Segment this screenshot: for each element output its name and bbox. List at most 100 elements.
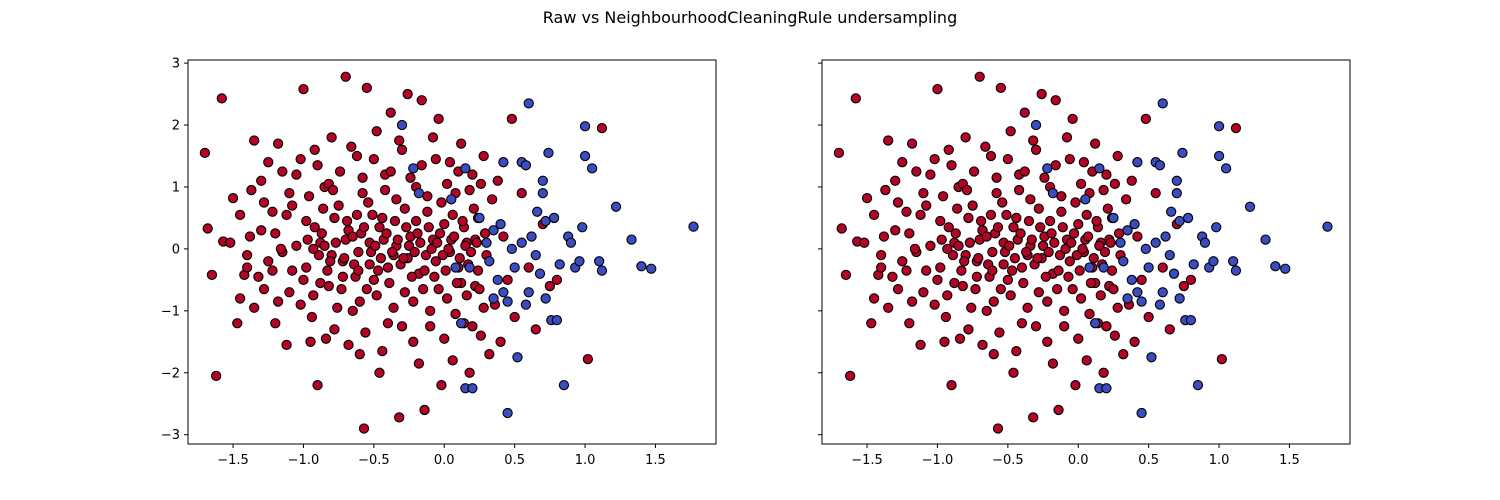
majority-point	[1053, 265, 1064, 276]
minority-point	[455, 318, 467, 329]
majority-point	[1150, 188, 1161, 199]
majority-point	[992, 222, 1004, 233]
majority-point	[998, 259, 1009, 270]
majority-point	[850, 93, 861, 104]
minority-point	[1322, 221, 1333, 232]
majority-point	[381, 228, 392, 239]
majority-point	[368, 153, 380, 165]
minority-point	[520, 160, 532, 171]
majority-point	[1143, 311, 1154, 323]
x-tick-label: 1.5	[1279, 453, 1300, 468]
majority-point	[358, 423, 370, 434]
majority-point	[1090, 138, 1101, 149]
majority-point	[303, 191, 315, 202]
majority-point	[974, 71, 985, 82]
majority-point	[929, 153, 940, 165]
majority-point	[1026, 234, 1037, 245]
majority-point	[1018, 277, 1029, 289]
minority-point	[574, 256, 585, 267]
minority-point	[1115, 237, 1126, 248]
majority-point	[351, 150, 363, 162]
majority-point	[478, 150, 489, 162]
majority-point	[287, 200, 298, 211]
majority-point	[959, 256, 970, 267]
majority-point	[1075, 293, 1087, 304]
x-tick-label: 0.5	[1138, 453, 1159, 468]
x-tick-label: −1.5	[217, 453, 249, 468]
majority-point	[1011, 212, 1022, 224]
majority-point	[596, 122, 608, 134]
minority-point	[1185, 314, 1197, 326]
majority-point	[935, 262, 946, 273]
minority-point	[532, 206, 543, 217]
majority-point	[957, 280, 968, 292]
majority-point	[954, 333, 966, 344]
majority-point	[892, 197, 904, 208]
minority-point	[481, 237, 492, 248]
majority-point	[1008, 367, 1019, 378]
minority-point	[530, 249, 541, 261]
majority-point	[284, 287, 295, 298]
majority-point	[968, 166, 980, 177]
majority-point	[911, 166, 922, 177]
majority-point	[415, 237, 426, 248]
minority-point	[1227, 256, 1239, 267]
majority-point	[394, 135, 405, 146]
minority-point	[1129, 218, 1140, 230]
minority-point	[1101, 383, 1112, 394]
majority-point	[377, 212, 388, 224]
minority-point	[579, 150, 591, 162]
majority-point	[475, 330, 487, 341]
majority-point	[417, 284, 429, 295]
majority-point	[956, 265, 967, 276]
majority-point	[967, 200, 978, 211]
majority-point	[408, 336, 419, 347]
majority-point	[502, 274, 513, 286]
minority-point	[1136, 407, 1147, 419]
majority-point	[1067, 113, 1078, 124]
majority-point	[1044, 215, 1056, 227]
minority-point	[498, 287, 509, 298]
majority-point	[361, 82, 372, 94]
majority-point	[1230, 122, 1242, 134]
majority-point	[202, 223, 213, 234]
minority-point	[1244, 201, 1256, 212]
minority-point	[1118, 256, 1129, 267]
majority-point	[943, 222, 954, 233]
minority-point	[1160, 231, 1171, 242]
majority-point	[906, 296, 918, 307]
minority-point	[1270, 261, 1281, 272]
majority-point	[953, 240, 964, 251]
majority-point	[890, 175, 901, 186]
majority-point	[1095, 290, 1106, 301]
majority-point	[467, 169, 478, 180]
minority-point	[1164, 249, 1175, 261]
majority-point	[284, 188, 295, 199]
minority-point	[586, 163, 598, 174]
majority-point	[966, 302, 977, 313]
majority-point	[270, 318, 281, 329]
minority-point	[1140, 243, 1151, 255]
majority-point	[391, 194, 402, 205]
majority-point	[326, 132, 337, 143]
majority-point	[929, 299, 940, 310]
minority-point	[502, 296, 513, 307]
majority-point	[1005, 290, 1016, 301]
majority-point	[1057, 222, 1068, 233]
majority-point	[277, 166, 288, 177]
axes-frame	[821, 59, 1351, 445]
minority-point	[1094, 163, 1105, 174]
minority-point	[1136, 296, 1147, 307]
majority-point	[1028, 412, 1039, 423]
majority-point	[1088, 253, 1099, 264]
majority-point	[409, 246, 420, 258]
majority-point	[1073, 333, 1084, 344]
majority-point	[987, 265, 998, 276]
minority-point	[502, 407, 513, 419]
majority-point	[1106, 265, 1118, 276]
majority-point	[973, 253, 984, 264]
majority-point	[1066, 237, 1077, 248]
majority-point	[1050, 160, 1061, 171]
figure-title: Raw vs NeighbourhoodCleaningRule undersa…	[542, 8, 958, 27]
minority-point	[1042, 163, 1053, 174]
